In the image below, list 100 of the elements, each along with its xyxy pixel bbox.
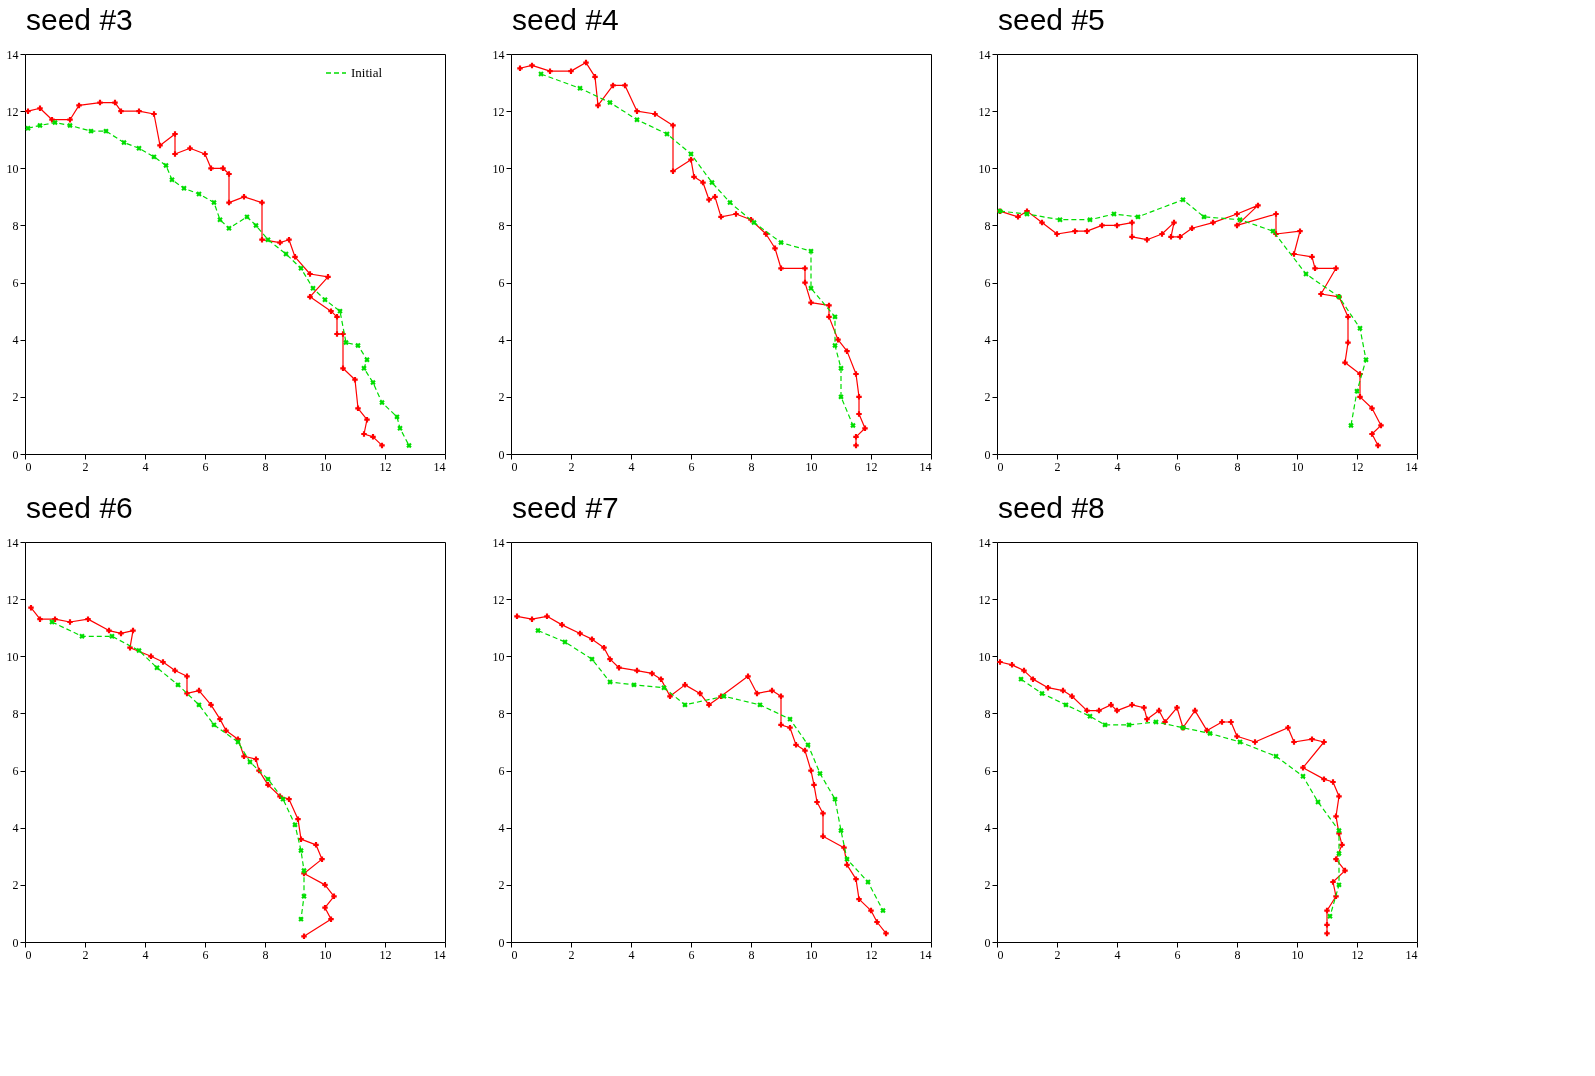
x-tick-label: 8: [748, 459, 755, 474]
x-tick-label: 10: [319, 947, 332, 962]
x-tick-label: 6: [688, 459, 695, 474]
y-tick-label: 10: [6, 649, 19, 664]
x-tick-label: 2: [568, 947, 575, 962]
y-tick-label: 14: [6, 47, 19, 62]
x-tick-label: 6: [1174, 459, 1181, 474]
y-tick-label: 10: [978, 161, 991, 176]
y-tick-label: 0: [12, 935, 19, 950]
x-tick-label: 6: [202, 459, 209, 474]
y-tick-label: 0: [984, 447, 991, 462]
x-tick-label: 8: [262, 459, 269, 474]
y-tick-label: 6: [498, 276, 505, 291]
y-tick-label: 0: [12, 447, 19, 462]
y-tick-label: 8: [12, 218, 19, 233]
chart-title: seed #7: [512, 491, 619, 524]
x-tick-label: 14: [1405, 947, 1418, 962]
x-tick-label: 0: [511, 947, 518, 962]
chart-title: seed #3: [26, 3, 133, 36]
x-tick-label: 8: [262, 947, 269, 962]
x-tick-label: 12: [1351, 947, 1364, 962]
x-tick-label: 4: [1114, 947, 1121, 962]
y-tick-label: 4: [12, 333, 19, 348]
y-tick-label: 6: [498, 764, 505, 779]
x-tick-label: 14: [433, 459, 446, 474]
y-tick-label: 4: [984, 821, 991, 836]
y-tick-label: 2: [984, 878, 991, 893]
legend-label: Initial: [351, 65, 383, 80]
x-tick-label: 2: [82, 947, 89, 962]
x-tick-label: 8: [1234, 459, 1241, 474]
y-tick-label: 12: [978, 592, 991, 607]
x-tick-label: 10: [1291, 947, 1304, 962]
x-tick-label: 4: [142, 947, 149, 962]
x-tick-label: 14: [919, 459, 932, 474]
y-tick-label: 14: [492, 47, 505, 62]
x-tick-label: 10: [319, 459, 332, 474]
y-tick-label: 2: [498, 390, 505, 405]
y-tick-label: 10: [978, 649, 991, 664]
y-tick-label: 2: [984, 390, 991, 405]
y-tick-label: 6: [984, 764, 991, 779]
x-tick-label: 12: [865, 459, 878, 474]
y-tick-label: 4: [498, 821, 505, 836]
x-tick-label: 12: [379, 947, 392, 962]
y-tick-label: 8: [984, 706, 991, 721]
x-tick-label: 6: [1174, 947, 1181, 962]
y-tick-label: 2: [12, 878, 19, 893]
y-tick-label: 0: [498, 935, 505, 950]
x-tick-label: 14: [1405, 459, 1418, 474]
x-tick-label: 8: [748, 947, 755, 962]
y-tick-label: 12: [492, 104, 505, 119]
y-tick-label: 8: [12, 706, 19, 721]
y-tick-label: 12: [492, 592, 505, 607]
y-tick-label: 12: [978, 104, 991, 119]
y-tick-label: 0: [984, 935, 991, 950]
y-tick-label: 6: [12, 276, 19, 291]
chart-title: seed #4: [512, 3, 619, 36]
y-tick-label: 8: [984, 218, 991, 233]
x-tick-label: 6: [202, 947, 209, 962]
y-tick-label: 0: [498, 447, 505, 462]
x-tick-label: 12: [1351, 459, 1364, 474]
y-tick-label: 2: [498, 878, 505, 893]
y-tick-label: 12: [6, 592, 19, 607]
x-tick-label: 2: [1054, 947, 1061, 962]
x-tick-label: 10: [805, 459, 818, 474]
x-tick-label: 4: [1114, 459, 1121, 474]
chart-title: seed #6: [26, 491, 133, 524]
y-tick-label: 10: [492, 161, 505, 176]
x-tick-label: 0: [997, 947, 1004, 962]
y-tick-label: 2: [12, 390, 19, 405]
y-tick-label: 8: [498, 218, 505, 233]
y-tick-label: 4: [984, 333, 991, 348]
x-tick-label: 0: [511, 459, 518, 474]
y-tick-label: 12: [6, 104, 19, 119]
x-tick-label: 4: [142, 459, 149, 474]
x-tick-label: 4: [628, 459, 635, 474]
y-tick-label: 8: [498, 706, 505, 721]
y-tick-label: 6: [984, 276, 991, 291]
chart-title: seed #8: [998, 491, 1105, 524]
x-tick-label: 0: [25, 459, 32, 474]
x-tick-label: 0: [997, 459, 1004, 474]
chart-title: seed #5: [998, 3, 1105, 36]
y-tick-label: 14: [978, 535, 991, 550]
x-tick-label: 2: [568, 459, 575, 474]
y-tick-label: 14: [6, 535, 19, 550]
x-tick-label: 10: [1291, 459, 1304, 474]
x-tick-label: 0: [25, 947, 32, 962]
x-tick-label: 4: [628, 947, 635, 962]
y-tick-label: 4: [12, 821, 19, 836]
x-tick-label: 2: [1054, 459, 1061, 474]
y-tick-label: 10: [492, 649, 505, 664]
x-tick-label: 12: [865, 947, 878, 962]
x-tick-label: 14: [433, 947, 446, 962]
x-tick-label: 10: [805, 947, 818, 962]
y-tick-label: 14: [492, 535, 505, 550]
y-tick-label: 14: [978, 47, 991, 62]
y-tick-label: 6: [12, 764, 19, 779]
y-tick-label: 4: [498, 333, 505, 348]
y-tick-label: 10: [6, 161, 19, 176]
x-tick-label: 12: [379, 459, 392, 474]
x-tick-label: 14: [919, 947, 932, 962]
